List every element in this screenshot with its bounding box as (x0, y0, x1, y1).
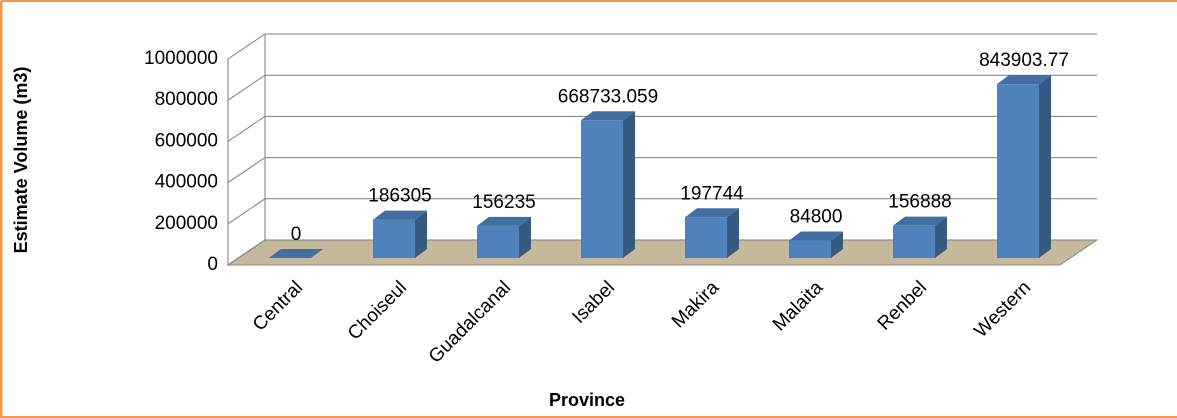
x-tick-label: Renbel (874, 277, 931, 334)
data-label: 84800 (790, 207, 843, 228)
x-tick-label: Isabel (568, 277, 619, 328)
bar (893, 225, 935, 258)
bar-side (519, 216, 531, 258)
bar-top (269, 249, 323, 258)
y-tick-label: 600000 (155, 130, 218, 151)
data-label: 0 (291, 224, 302, 245)
x-tick-label: Malaita (769, 277, 827, 335)
bar (685, 217, 727, 258)
x-tick-label: Guadalcanal (425, 277, 515, 367)
bar-top (373, 210, 427, 220)
bar-top (997, 75, 1051, 85)
bar-top (477, 216, 531, 226)
y-axis-title: Estimate Volume (m3) (11, 67, 31, 254)
bar-side (623, 111, 635, 258)
y-tick-label: 1000000 (144, 48, 218, 69)
x-tick-label: Makira (668, 277, 723, 332)
x-axis-title: Province (549, 390, 625, 410)
grid-line (227, 33, 1097, 60)
bar-side (415, 210, 427, 258)
bar-top (685, 208, 739, 218)
grid-line (227, 115, 1097, 142)
y-tick-label: 800000 (155, 89, 218, 110)
data-label: 156888 (888, 192, 951, 213)
bar (373, 219, 415, 258)
y-tick-label: 200000 (155, 213, 218, 234)
bar (789, 240, 831, 258)
y-tick-label: 400000 (155, 172, 218, 193)
data-label: 843903.77 (979, 50, 1069, 71)
bar-side (935, 216, 947, 258)
bar-top (789, 231, 843, 241)
data-label: 668733.059 (558, 86, 658, 107)
bar-side (727, 208, 739, 258)
data-label: 186305 (368, 186, 431, 207)
x-tick-label: Choiseul (344, 277, 411, 344)
x-tick-label: Western (970, 277, 1035, 342)
grid-line (227, 74, 1097, 101)
bar-side (831, 231, 843, 258)
x-tick-label: Central (249, 277, 307, 335)
data-label: 156235 (472, 192, 535, 213)
bar (581, 120, 623, 258)
bar-side (1039, 75, 1051, 258)
bar-top (893, 216, 947, 226)
bar (477, 225, 519, 258)
bar (997, 84, 1039, 258)
floor (226, 239, 1099, 266)
y-tick-label: 0 (207, 254, 218, 275)
grid-line (227, 157, 1097, 184)
grid-line (227, 198, 1097, 225)
data-label: 197744 (680, 183, 744, 204)
bar-top (581, 111, 635, 121)
